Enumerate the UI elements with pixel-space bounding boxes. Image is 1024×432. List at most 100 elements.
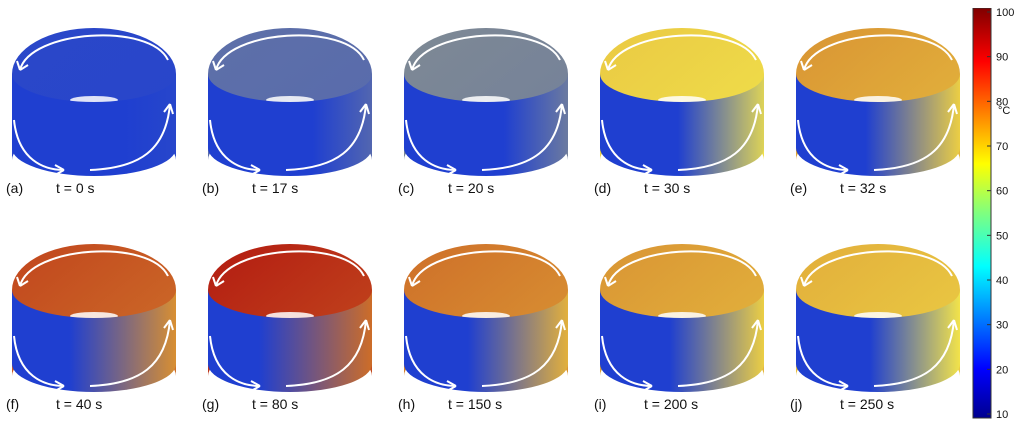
arrow-right xyxy=(481,319,563,387)
arrow-bottom xyxy=(797,119,849,171)
panel-g: (g) t = 80 s xyxy=(196,216,392,432)
time-label: t = 17 s xyxy=(252,180,299,196)
cylinder-graphic xyxy=(404,244,568,392)
cylinder-graphic xyxy=(12,28,176,176)
time-label: t = 30 s xyxy=(644,180,691,196)
cylinder-outer-wall xyxy=(796,74,960,176)
panel-d: (d) t = 30 s xyxy=(588,0,784,216)
arrow-top-head xyxy=(800,60,813,71)
colorbar-tick-label: 30 xyxy=(996,320,1008,332)
arrow-top xyxy=(411,250,561,287)
arrow-right-head xyxy=(555,103,566,115)
colorbar-svg: 100 90 80 70 60 50 40 30 20 10 °C xyxy=(972,7,1014,421)
arrow-bottom-head xyxy=(838,380,849,392)
arrow-right-head xyxy=(163,319,174,331)
time-label: t = 40 s xyxy=(56,396,103,412)
arrow-right-head xyxy=(359,103,370,115)
arrow-bottom-head xyxy=(250,380,261,392)
arrow-bottom xyxy=(601,119,653,171)
colorbar-tick-label: 70 xyxy=(996,141,1008,153)
panel-label: (a) xyxy=(6,180,24,196)
arrow-bottom xyxy=(13,119,65,171)
arrow-right-head xyxy=(947,319,958,331)
arrow-right-head xyxy=(359,319,370,331)
arrow-right-head xyxy=(555,319,566,331)
arrow-right xyxy=(481,103,563,171)
arrow-right xyxy=(285,319,367,387)
arrow-top-head xyxy=(604,276,617,287)
panel-label: (e) xyxy=(790,180,808,196)
arrow-bottom xyxy=(405,119,457,171)
cylinder-graphic xyxy=(796,244,960,392)
arrow-bottom-head xyxy=(54,164,65,176)
colorbar-tick-label: 90 xyxy=(996,52,1008,64)
arrow-top-head xyxy=(212,276,225,287)
panel-label: (h) xyxy=(398,396,416,412)
cylinder-graphic xyxy=(404,28,568,176)
colorbar-tick-label: 40 xyxy=(996,275,1008,287)
arrow-right-head xyxy=(751,319,762,331)
arrow-right-head xyxy=(163,103,174,115)
arrow-top-head xyxy=(212,60,225,71)
temperature-colorbar: 100 90 80 70 60 50 40 30 20 10 °C xyxy=(972,7,1024,426)
arrow-right-head xyxy=(947,103,958,115)
arrow-bottom xyxy=(797,335,849,387)
cylinder-outer-wall xyxy=(796,290,960,392)
arrow-right xyxy=(873,319,955,387)
arrow-top-head xyxy=(408,276,421,287)
arrow-top-head xyxy=(16,276,29,287)
arrow-top xyxy=(215,250,365,287)
panel-label: (b) xyxy=(202,180,220,196)
arrow-top xyxy=(803,34,953,71)
colorbar-tick-label: 100 xyxy=(996,8,1014,19)
colorbar-tick-label: 10 xyxy=(996,409,1008,421)
cylinder-outer-wall xyxy=(12,74,176,176)
arrow-top-head xyxy=(16,60,29,71)
cylinder-outer-wall xyxy=(404,290,568,392)
panel-a: (a) t = 0 s xyxy=(0,0,196,216)
time-label: t = 0 s xyxy=(56,180,95,196)
cylinder-graphic xyxy=(796,28,960,176)
time-label: t = 150 s xyxy=(448,396,503,412)
arrow-bottom-head xyxy=(446,164,457,176)
panel-label: (i) xyxy=(594,396,607,412)
cylinder-graphic xyxy=(600,28,764,176)
arrow-right xyxy=(285,103,367,171)
time-label: t = 80 s xyxy=(252,396,299,412)
panel-c: (c) t = 20 s xyxy=(392,0,588,216)
panel-h: (h) t = 150 s xyxy=(392,216,588,432)
arrow-top xyxy=(215,34,365,71)
arrow-bottom xyxy=(209,119,261,171)
arrow-top xyxy=(607,250,757,287)
arrow-top xyxy=(19,34,169,71)
cylinder-graphic xyxy=(208,244,372,392)
panel-label: (d) xyxy=(594,180,612,196)
cylinder-graphic xyxy=(208,28,372,176)
cylinder-graphic xyxy=(600,244,764,392)
arrow-bottom xyxy=(13,335,65,387)
cylinder-outer-wall xyxy=(600,74,764,176)
colorbar-tick-label: 50 xyxy=(996,230,1008,242)
cylinder-graphic xyxy=(12,244,176,392)
panel-f: (f) t = 40 s xyxy=(0,216,196,432)
cylinder-outer-wall xyxy=(208,74,372,176)
panel-label: (g) xyxy=(202,396,220,412)
cylinder-outer-wall xyxy=(12,290,176,392)
arrow-bottom xyxy=(405,335,457,387)
arrow-bottom xyxy=(209,335,261,387)
arrow-top xyxy=(803,250,953,287)
time-label: t = 32 s xyxy=(840,180,887,196)
colorbar-gradient xyxy=(972,7,992,419)
arrow-right xyxy=(89,103,171,171)
cylinder-outer-wall xyxy=(404,74,568,176)
colorbar-tick-label: 80 xyxy=(996,96,1008,108)
arrow-bottom-head xyxy=(642,380,653,392)
arrow-right xyxy=(89,319,171,387)
colorbar-unit: °C xyxy=(998,105,1010,117)
arrow-top xyxy=(411,34,561,71)
panel-label: (j) xyxy=(790,396,803,412)
arrow-top xyxy=(19,250,169,287)
arrow-top xyxy=(607,34,757,71)
arrow-bottom-head xyxy=(54,380,65,392)
